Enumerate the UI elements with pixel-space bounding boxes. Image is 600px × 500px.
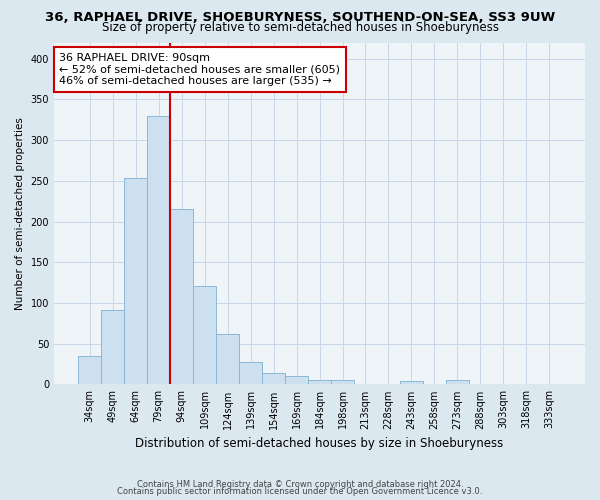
Bar <box>308 380 331 384</box>
Bar <box>216 334 239 384</box>
Bar <box>262 373 285 384</box>
Bar <box>400 381 423 384</box>
Bar <box>101 310 124 384</box>
Bar <box>78 356 101 384</box>
Text: Size of property relative to semi-detached houses in Shoeburyness: Size of property relative to semi-detach… <box>101 22 499 35</box>
Bar <box>193 286 216 384</box>
Bar <box>170 210 193 384</box>
Text: 36, RAPHAEL DRIVE, SHOEBURYNESS, SOUTHEND-ON-SEA, SS3 9UW: 36, RAPHAEL DRIVE, SHOEBURYNESS, SOUTHEN… <box>45 11 555 24</box>
Bar <box>446 380 469 384</box>
Bar <box>285 376 308 384</box>
X-axis label: Distribution of semi-detached houses by size in Shoeburyness: Distribution of semi-detached houses by … <box>136 437 503 450</box>
Bar <box>239 362 262 384</box>
Text: Contains HM Land Registry data © Crown copyright and database right 2024.: Contains HM Land Registry data © Crown c… <box>137 480 463 489</box>
Bar <box>124 178 147 384</box>
Bar <box>331 380 354 384</box>
Text: 36 RAPHAEL DRIVE: 90sqm
← 52% of semi-detached houses are smaller (605)
46% of s: 36 RAPHAEL DRIVE: 90sqm ← 52% of semi-de… <box>59 53 340 86</box>
Text: Contains public sector information licensed under the Open Government Licence v3: Contains public sector information licen… <box>118 487 482 496</box>
Y-axis label: Number of semi-detached properties: Number of semi-detached properties <box>15 117 25 310</box>
Bar <box>147 116 170 384</box>
